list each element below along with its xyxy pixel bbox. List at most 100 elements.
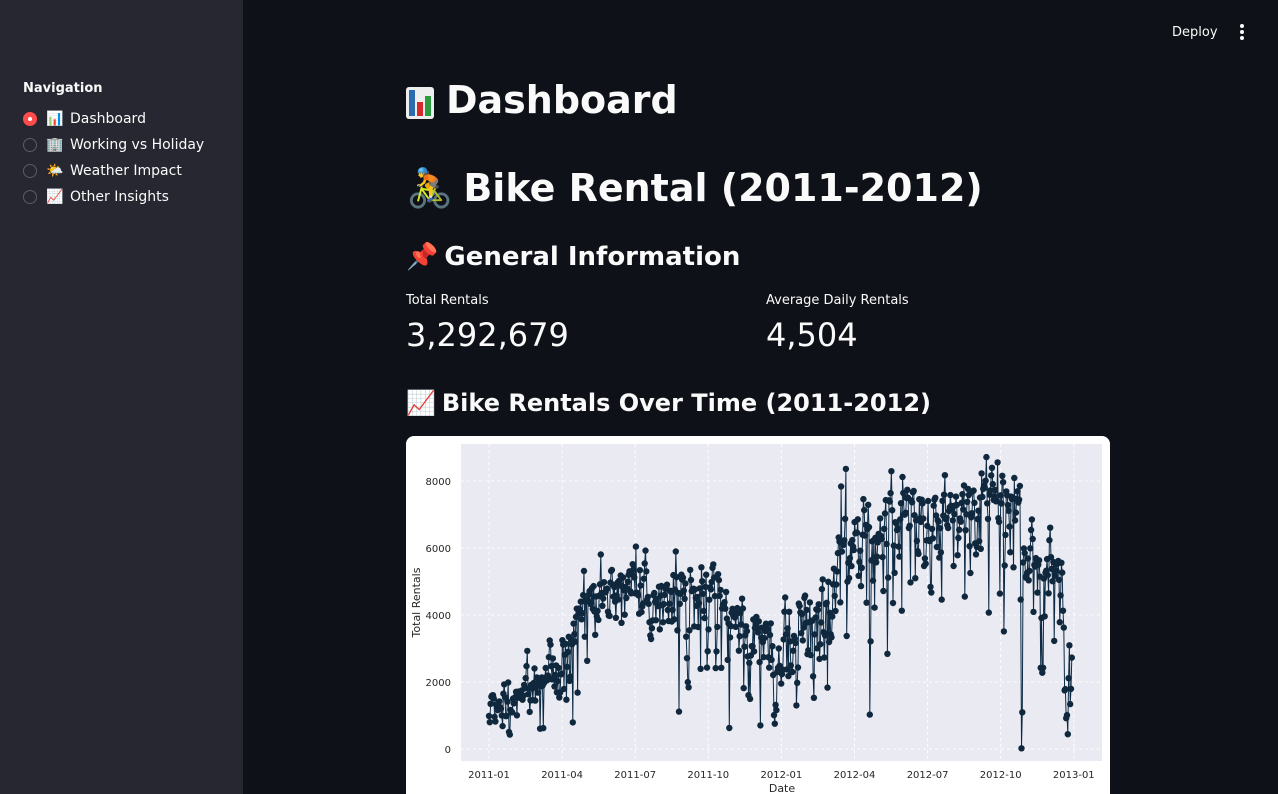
data-point bbox=[742, 623, 750, 630]
data-point bbox=[949, 517, 956, 524]
data-point bbox=[686, 627, 693, 634]
data-point bbox=[1068, 654, 1075, 661]
main-menu-icon[interactable] bbox=[1232, 22, 1252, 44]
data-point bbox=[854, 516, 861, 523]
data-point bbox=[817, 619, 825, 626]
data-point bbox=[912, 575, 919, 582]
nav-item-other-insights[interactable]: 📈 Other Insights bbox=[23, 184, 204, 210]
data-point bbox=[671, 616, 678, 623]
data-point bbox=[1018, 745, 1025, 752]
data-point bbox=[569, 719, 576, 726]
x-tick-label: 2013-01 bbox=[1053, 770, 1095, 781]
data-point bbox=[571, 630, 578, 638]
data-point bbox=[971, 499, 978, 506]
data-point bbox=[1014, 488, 1021, 495]
data-point bbox=[976, 538, 983, 545]
data-point bbox=[760, 653, 767, 661]
data-point bbox=[998, 500, 1005, 507]
data-point bbox=[612, 614, 620, 621]
data-point bbox=[780, 636, 787, 643]
data-point bbox=[983, 453, 990, 461]
nav-item-dashboard[interactable]: 📊 Dashboard bbox=[23, 106, 204, 132]
data-point bbox=[531, 665, 538, 672]
data-point bbox=[644, 593, 652, 601]
pushpin-icon: 📌 bbox=[406, 242, 439, 272]
data-point bbox=[606, 612, 613, 620]
data-point bbox=[604, 585, 611, 592]
data-point bbox=[558, 670, 565, 677]
data-point bbox=[993, 497, 1000, 504]
data-point bbox=[809, 673, 817, 680]
metric-avg-daily-value: 4,504 bbox=[766, 316, 858, 354]
data-point bbox=[878, 535, 885, 543]
data-point bbox=[1041, 613, 1048, 620]
data-point bbox=[656, 626, 663, 633]
data-point bbox=[1025, 577, 1032, 584]
radio-icon[interactable] bbox=[23, 190, 37, 204]
data-point bbox=[863, 599, 870, 606]
data-point bbox=[812, 614, 819, 621]
data-point bbox=[786, 608, 793, 615]
data-point bbox=[967, 569, 974, 577]
data-point bbox=[1019, 709, 1026, 716]
deploy-button[interactable]: Deploy bbox=[1172, 25, 1218, 40]
data-point bbox=[829, 613, 836, 620]
data-point bbox=[632, 543, 640, 550]
data-point bbox=[767, 620, 774, 627]
data-point bbox=[880, 587, 887, 595]
data-point bbox=[770, 711, 778, 719]
data-point bbox=[943, 514, 950, 521]
data-point bbox=[1027, 526, 1035, 534]
data-point bbox=[1017, 596, 1024, 603]
data-point bbox=[1000, 628, 1008, 635]
data-point bbox=[1039, 664, 1047, 671]
nav-item-weather-impact[interactable]: 🌤️ Weather Impact bbox=[23, 158, 204, 184]
data-point bbox=[933, 543, 941, 551]
data-point bbox=[570, 620, 577, 627]
data-point bbox=[821, 632, 829, 639]
data-point bbox=[794, 679, 801, 686]
data-point bbox=[883, 540, 890, 548]
data-point bbox=[865, 501, 872, 508]
radio-icon[interactable] bbox=[23, 164, 37, 178]
data-point bbox=[1055, 576, 1063, 584]
data-point bbox=[506, 731, 513, 738]
nav-item-label: Other Insights bbox=[70, 189, 169, 205]
data-point bbox=[490, 695, 497, 702]
data-point bbox=[838, 548, 846, 555]
data-point bbox=[700, 607, 707, 615]
radio-icon[interactable] bbox=[23, 138, 37, 152]
data-point bbox=[897, 500, 905, 507]
radio-selected-icon[interactable] bbox=[23, 112, 37, 126]
data-point bbox=[522, 674, 529, 682]
data-point bbox=[816, 655, 823, 663]
data-point bbox=[552, 671, 559, 679]
data-point bbox=[928, 589, 935, 596]
data-point bbox=[600, 595, 607, 602]
data-point bbox=[672, 548, 679, 555]
data-point bbox=[798, 630, 805, 637]
y-tick-label: 0 bbox=[445, 745, 451, 756]
metric-avg-daily-label: Average Daily Rentals bbox=[766, 293, 909, 308]
data-point bbox=[492, 718, 499, 725]
data-point bbox=[1056, 619, 1063, 626]
x-tick-label: 2011-07 bbox=[614, 770, 656, 781]
page-subtitle: 🚴 Bike Rental (2011-2012) bbox=[406, 162, 983, 214]
chart-heading: 📈 Bike Rentals Over Time (2011-2012) bbox=[406, 384, 931, 422]
data-point bbox=[866, 711, 873, 718]
nav-item-working-vs-holiday[interactable]: 🏢 Working vs Holiday bbox=[23, 132, 204, 158]
data-point bbox=[547, 641, 554, 648]
data-point bbox=[542, 664, 549, 672]
data-point bbox=[894, 525, 901, 532]
data-point bbox=[857, 582, 865, 590]
data-point bbox=[1060, 624, 1067, 631]
data-point bbox=[548, 663, 555, 670]
data-point bbox=[889, 507, 896, 514]
data-point bbox=[811, 631, 818, 638]
data-point bbox=[965, 491, 972, 499]
data-point bbox=[988, 464, 996, 471]
data-point bbox=[718, 664, 725, 671]
cyclist-icon: 🚴 bbox=[406, 166, 454, 210]
data-point bbox=[782, 631, 790, 638]
data-point bbox=[964, 485, 972, 493]
